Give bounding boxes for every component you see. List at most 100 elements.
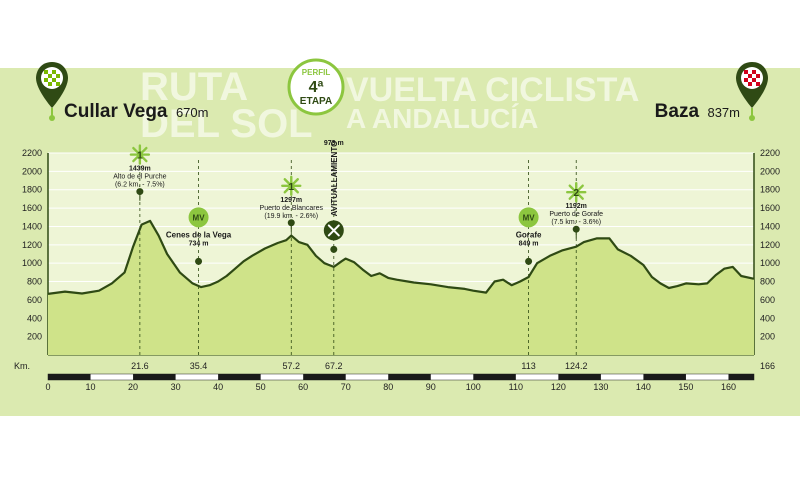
y-tick-label-left: 200 xyxy=(27,332,42,342)
x-tick-label: 160 xyxy=(721,382,736,392)
km-ruler-segment xyxy=(643,374,686,380)
checkered-flag-icon xyxy=(744,70,760,86)
y-tick-label-left: 400 xyxy=(27,313,42,323)
start-title: Cullar Vega 670m xyxy=(64,101,208,122)
km-ruler-segment xyxy=(48,374,91,380)
x-tick-label: 130 xyxy=(593,382,608,392)
y-tick-label-right: 2200 xyxy=(760,148,780,158)
x-tick-label: 140 xyxy=(636,382,651,392)
key-km-label: 21.6 xyxy=(131,361,149,371)
x-axis-label: Km. xyxy=(14,361,30,371)
stage-badge-circle xyxy=(287,58,345,116)
finish-pole-dot xyxy=(749,115,755,121)
y-tick-label-right: 600 xyxy=(760,295,775,305)
x-tick-label: 20 xyxy=(128,382,138,392)
start-pole-dot xyxy=(49,115,55,121)
sprint-name: Gorafe xyxy=(516,230,542,239)
watermark-right-line-2: A ANDALUCÍA xyxy=(346,103,538,134)
end-km-label: 166 xyxy=(760,361,775,371)
x-tick-label: 0 xyxy=(45,382,50,392)
km-ruler-segment xyxy=(303,374,346,380)
route-markers: (6.2 km. - 7.5%)Alto de el Purche1439m1(… xyxy=(113,140,603,265)
y-tick-label-left: 2200 xyxy=(22,148,42,158)
climb-name: Puerto de Blancares xyxy=(260,205,324,212)
y-tick-label-right: 1800 xyxy=(760,185,780,195)
start-marker xyxy=(36,62,68,121)
climb-category: 2 xyxy=(573,188,579,199)
km-ruler-segment xyxy=(133,374,176,380)
profile-area xyxy=(48,220,754,355)
key-km-label: 67.2 xyxy=(325,361,343,371)
x-tick-label: 10 xyxy=(86,382,96,392)
sprint-dot xyxy=(195,257,203,265)
finish-marker xyxy=(736,62,768,121)
y-tick-label-right: 1200 xyxy=(760,240,780,250)
start-name: Cullar Vega xyxy=(64,101,168,122)
y-tick-label-left: 1400 xyxy=(22,221,42,231)
y-tick-label-right: 400 xyxy=(760,313,775,323)
climb-dot xyxy=(287,219,295,227)
climb-details: (7.5 km. - 3.6%) xyxy=(551,219,601,226)
finish-title: Baza 837m xyxy=(655,101,740,122)
y-tick-label-right: 1000 xyxy=(760,258,780,268)
x-tick-label: 60 xyxy=(298,382,308,392)
km-ruler-segment xyxy=(728,374,754,380)
climb-altitude: 1297m xyxy=(280,197,302,204)
climb-dot xyxy=(572,225,580,233)
watermark-left-line-1: RUTA xyxy=(140,65,248,109)
climb-altitude: 1192m xyxy=(566,203,587,210)
y-tick-label-right: 800 xyxy=(760,277,775,287)
watermark: RUTA DEL SOL VUELTA CICLISTA A ANDALUCÍA xyxy=(140,65,639,146)
profile-line xyxy=(47,219,755,295)
y-tick-label-right: 1400 xyxy=(760,221,780,231)
watermark-right-line-1: VUELTA CICLISTA xyxy=(346,71,639,109)
feed-zone-label: AVITUALLAMIENTO xyxy=(330,141,339,217)
km-ruler-segment xyxy=(558,374,601,380)
x-tick-label: 70 xyxy=(341,382,351,392)
stage-badge: PERFIL 4ª ETAPA xyxy=(287,58,345,116)
start-altitude: 670m xyxy=(176,105,209,120)
climb-name: Puerto de Gorafe xyxy=(549,211,603,218)
x-tick-label: 150 xyxy=(678,382,693,392)
x-tick-label: 80 xyxy=(383,382,393,392)
x-tick-label: 120 xyxy=(551,382,566,392)
key-km-label: 124.2 xyxy=(565,361,588,371)
sprint-altitude: 734 m xyxy=(189,240,209,247)
stage-badge-top: PERFIL xyxy=(302,68,331,77)
x-tick-label: 40 xyxy=(213,382,223,392)
x-tick-label: 100 xyxy=(466,382,481,392)
y-tick-label-left: 1600 xyxy=(22,203,42,213)
y-tick-label-left: 1200 xyxy=(22,240,42,250)
y-tick-label-left: 1000 xyxy=(22,258,42,268)
y-tick-label-right: 2000 xyxy=(760,166,780,176)
climb-altitude: 1439m xyxy=(129,166,151,173)
x-axis: 21.6 35.4 57.2 67.2 113 124.2 Km. 166 0 10 20 30 40 5… xyxy=(14,361,775,392)
watermark-left-line-2: DEL SOL xyxy=(140,102,313,146)
x-tick-label: 90 xyxy=(426,382,436,392)
y-tick-label-right: 200 xyxy=(760,332,775,342)
x-tick-label: 30 xyxy=(171,382,181,392)
sprint-name: Cenes de la Vega xyxy=(166,230,232,239)
mountain-star-icon xyxy=(281,175,302,196)
sprint-badge: MV xyxy=(523,213,536,222)
sprint-altitude: 849 m xyxy=(519,240,539,247)
key-km-label: 35.4 xyxy=(190,361,208,371)
sprint-badge-circle xyxy=(518,207,539,228)
stage-badge-bottom: ETAPA xyxy=(300,96,332,107)
key-km-label: 57.2 xyxy=(283,361,301,371)
finish-name: Baza xyxy=(655,101,700,122)
climb-category: 1 xyxy=(137,151,143,162)
feed-zone-dot xyxy=(330,245,338,253)
y-tick-label-left: 800 xyxy=(27,277,42,287)
km-ruler-segment xyxy=(388,374,431,380)
feed-zone-altitude: 973 m xyxy=(324,140,344,147)
mountain-star-icon xyxy=(566,182,587,203)
km-ruler-segment xyxy=(473,374,516,380)
climb-details: (19.9 km. - 2.6%) xyxy=(264,213,318,220)
